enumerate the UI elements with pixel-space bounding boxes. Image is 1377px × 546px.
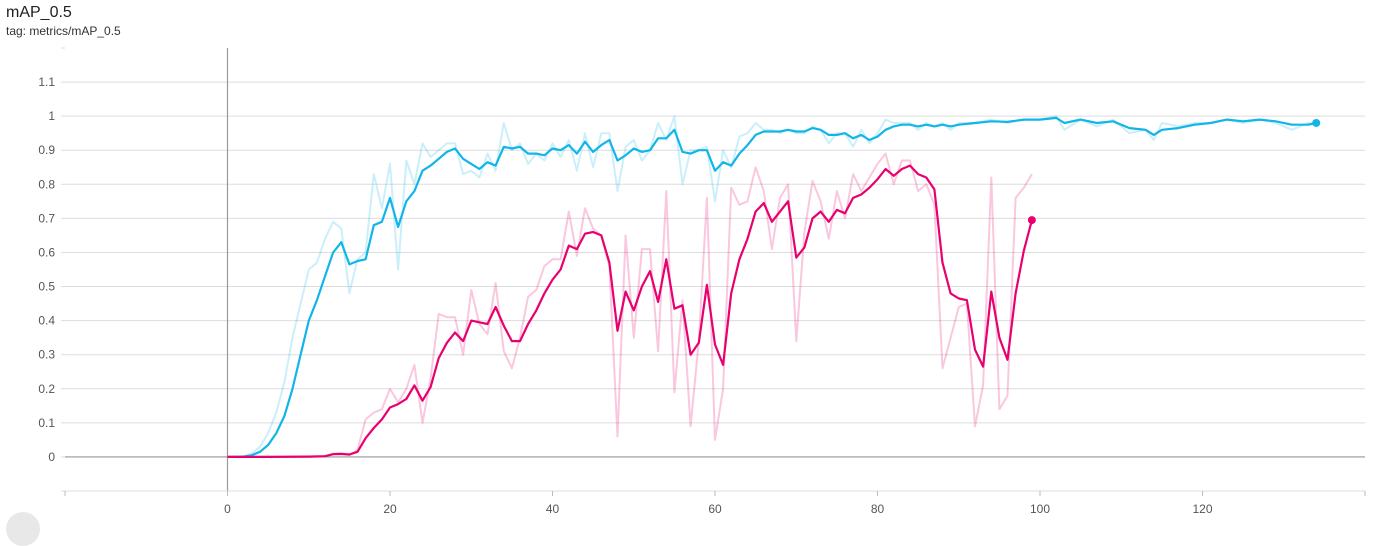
x-tick-label: 80 — [871, 502, 885, 516]
chart-title: mAP_0.5 — [6, 4, 72, 21]
y-tick-label: 0.5 — [38, 280, 55, 294]
y-tick-label: 0.7 — [38, 211, 55, 225]
y-tick-label: 0.8 — [38, 177, 55, 191]
y-tick-label: 0 — [48, 450, 55, 464]
x-tick-label: 40 — [546, 502, 560, 516]
x-tick-label: 60 — [708, 502, 722, 516]
y-tick-label: 0.1 — [38, 416, 55, 430]
series-lines — [227, 115, 1321, 458]
grid-lines — [65, 81, 1365, 458]
y-tick-label: 1.1 — [38, 75, 55, 89]
expand-button[interactable] — [6, 512, 40, 546]
series-2-smoothed-line[interactable] — [227, 164, 1033, 458]
line-chart[interactable]: 0 0.1 0.2 0.3 0.4 0.5 0.6 0.7 0.8 0.9 1 1.1 0 20 40 60 8… — [0, 0, 1377, 523]
series-2-raw-line — [227, 152, 1033, 458]
series-2-end-point[interactable] — [1027, 216, 1036, 225]
series-1-smoothed-line[interactable] — [227, 116, 1317, 458]
tick-labels: 0 0.1 0.2 0.3 0.4 0.5 0.6 0.7 0.8 0.9 1 1.1 0 20 40 60 8… — [38, 75, 1213, 516]
y-tick-label: 0.4 — [38, 314, 55, 328]
series-1-end-point[interactable] — [1312, 118, 1321, 127]
y-tick-label: 0.3 — [38, 348, 55, 362]
x-tick-label: 20 — [383, 502, 397, 516]
y-tick-label: 1 — [48, 109, 55, 123]
axes — [61, 47, 1366, 496]
chart-tag: tag: metrics/mAP_0.5 — [6, 24, 121, 38]
x-tick-label: 100 — [1030, 502, 1050, 516]
y-tick-label: 0.2 — [38, 382, 55, 396]
x-tick-label: 0 — [224, 502, 231, 516]
y-tick-label: 0.9 — [38, 143, 55, 157]
y-tick-label: 0.6 — [38, 245, 55, 259]
x-tick-label: 120 — [1192, 502, 1212, 516]
